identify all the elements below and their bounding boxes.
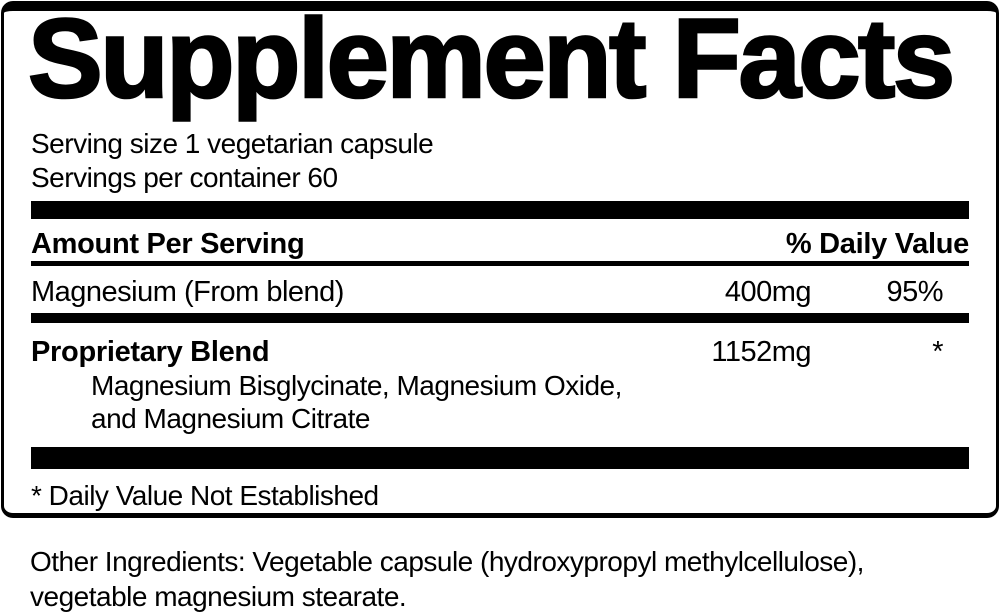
- blend-ingredients-line: Magnesium Bisglycinate, Magnesium Oxide,: [91, 370, 622, 401]
- servings-per-container-text: Servings per container 60: [31, 162, 338, 193]
- amount-per-serving-header: Amount Per Serving: [31, 228, 305, 260]
- divider-rule-under-header: [31, 261, 969, 266]
- other-ingredients-line: Other Ingredients: Vegetable capsule (hy…: [30, 546, 864, 577]
- other-ingredients-line: vegetable magnesium stearate.: [30, 581, 407, 612]
- label-title: Supplement Facts: [27, 1, 957, 121]
- divider-thick-bottom: [31, 447, 969, 469]
- nutrient-daily-value: 95%: [886, 276, 943, 308]
- daily-value-header: % Daily Value: [785, 228, 969, 260]
- daily-value-footnote: * Daily Value Not Established: [31, 480, 379, 511]
- nutrient-name: Magnesium (From blend): [31, 276, 344, 308]
- table-row-proprietary-blend: Proprietary Blend 1152mg *: [31, 323, 969, 369]
- divider-thick-top: [31, 201, 969, 219]
- nutrient-daily-value: *: [932, 336, 943, 368]
- nutrient-amount: 1152mg: [711, 336, 811, 368]
- facts-panel: Supplement Facts Serving size 1 vegetari…: [1, 1, 999, 518]
- other-ingredients-section: Other Ingredients: Vegetable capsule (hy…: [30, 544, 970, 612]
- nutrient-name: Proprietary Blend: [31, 336, 270, 368]
- divider-medium: [31, 313, 969, 323]
- table-header-row: Amount Per Serving % Daily Value: [31, 219, 969, 261]
- table-row-magnesium: Magnesium (From blend) 400mg 95%: [31, 266, 969, 313]
- blend-ingredients-line: and Magnesium Citrate: [91, 403, 370, 434]
- serving-size-text: Serving size 1 vegetarian capsule: [31, 128, 434, 159]
- nutrient-amount: 400mg: [724, 276, 812, 308]
